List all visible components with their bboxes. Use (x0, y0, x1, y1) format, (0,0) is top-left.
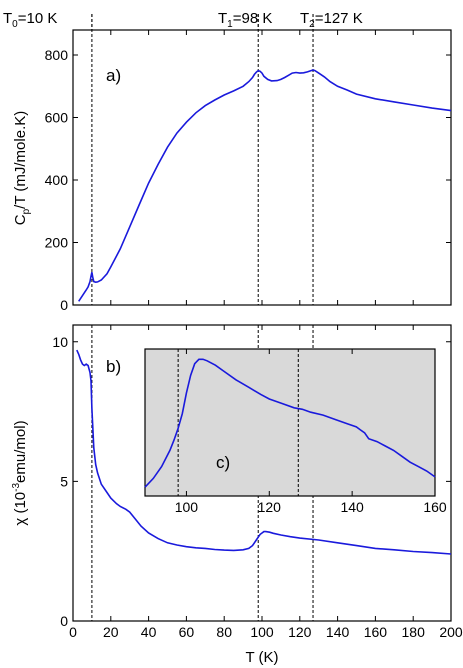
x-tick-label: 100 (250, 624, 274, 640)
x-tick-label: 140 (326, 624, 350, 640)
inset-c: 100 120 140 160 c) (144, 348, 447, 515)
y-tick-label: 800 (45, 47, 69, 63)
x-tick-label: 40 (141, 624, 157, 640)
y-tick-label: 10 (52, 334, 68, 350)
inset-frame (144, 348, 436, 497)
x-tick-label: 160 (423, 499, 447, 515)
y-tick-label: 200 (45, 235, 69, 251)
y-tick-label: 5 (60, 473, 68, 489)
panel-a-frame (72, 29, 452, 306)
x-tick-label: 200 (439, 624, 463, 640)
x-tick-label: 100 (175, 499, 199, 515)
panel-c-label: c) (216, 453, 230, 472)
label-t1: T1=98 K (218, 10, 272, 30)
inset-curve (144, 358, 436, 488)
y-tick-label: 600 (45, 110, 69, 126)
chi-curve (76, 349, 452, 555)
panel-a-ylabel: Cp/T (mJ/mole.K) (12, 111, 32, 225)
x-tick-label: 160 (364, 624, 388, 640)
panel-b-label: b) (106, 357, 121, 376)
x-tick-label: 180 (402, 624, 426, 640)
y-tick-label: 0 (60, 613, 68, 629)
x-tick-label: 120 (258, 499, 282, 515)
y-tick-label: 400 (45, 172, 69, 188)
label-t0: T0=10 K (3, 10, 57, 30)
x-tick-label: 0 (69, 624, 77, 640)
x-tick-label: 120 (288, 624, 312, 640)
panel-a-heat-capacity: 0 200 400 600 800 a) Cp/T (mJ/mole.K) (12, 14, 452, 313)
x-tick-label: 80 (216, 624, 232, 640)
y-tick-label: 0 (60, 297, 68, 313)
panel-b-ylabel: χ (10-3emu/mol) (11, 420, 29, 525)
x-tick-label: 60 (179, 624, 195, 640)
x-axis-label: T (K) (245, 649, 278, 666)
cp-curve (78, 69, 452, 302)
x-tick-label: 20 (103, 624, 119, 640)
x-tick-label: 140 (340, 499, 364, 515)
panel-a-label: a) (106, 66, 121, 85)
label-t2: T2=127 K (300, 10, 363, 30)
